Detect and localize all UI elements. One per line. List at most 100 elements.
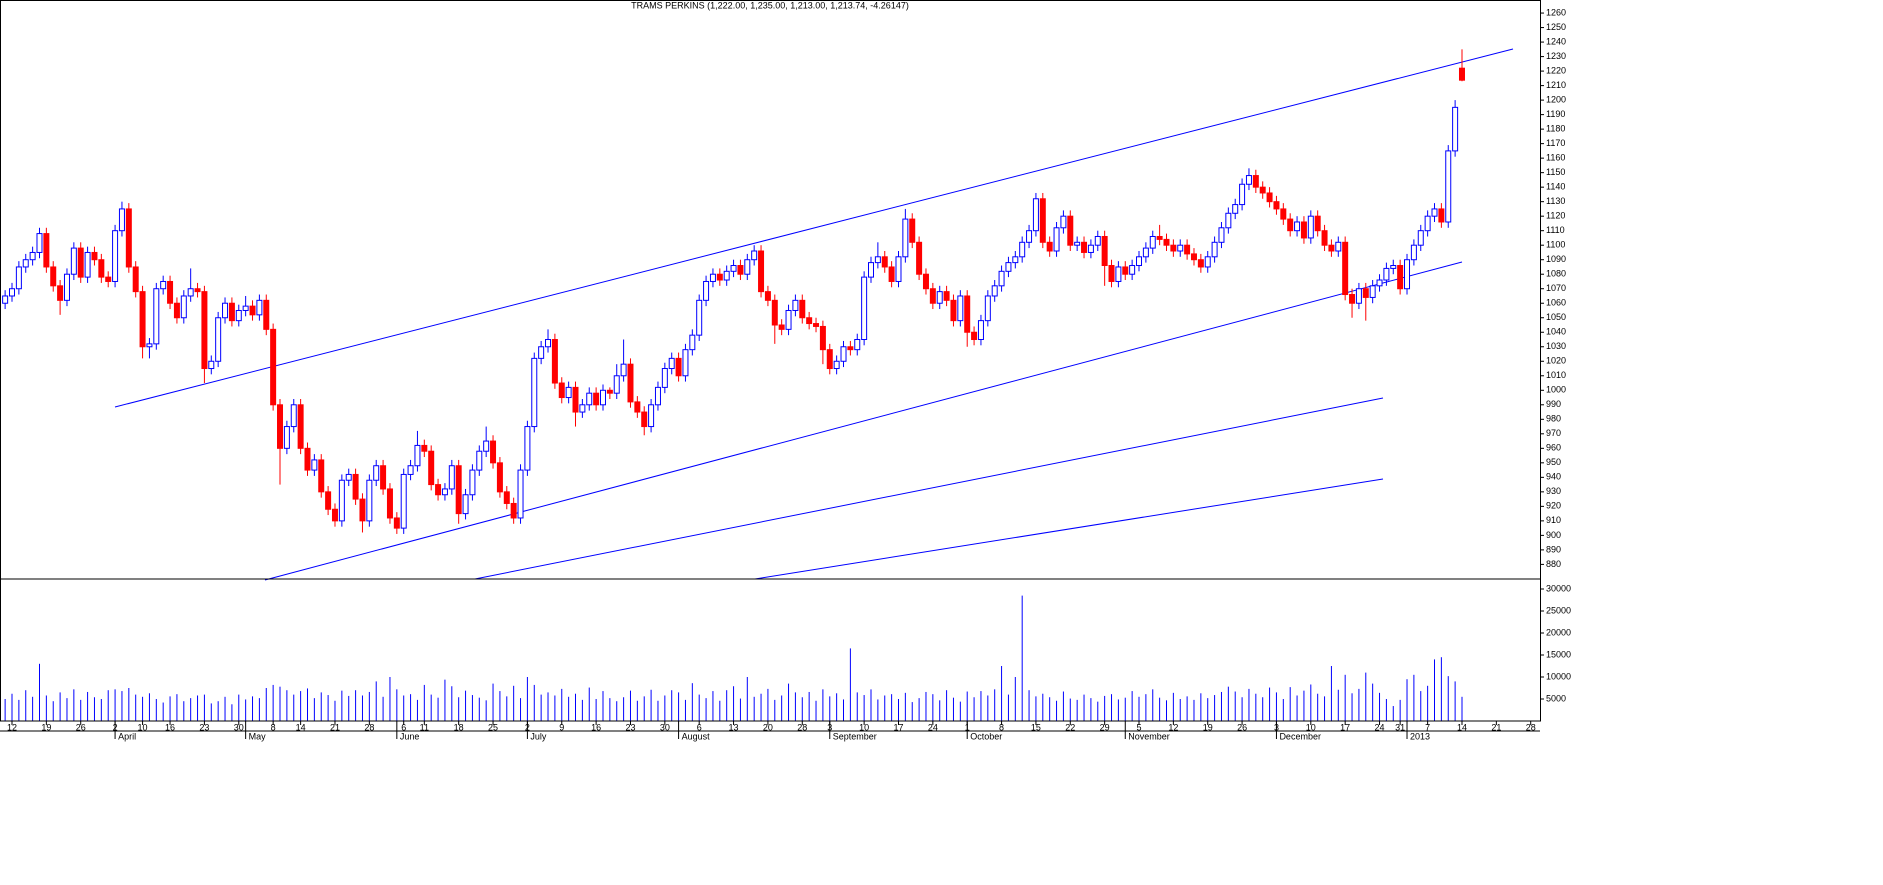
volume-tick-label: 10000 — [1546, 671, 1571, 681]
candle-body — [1328, 244, 1335, 252]
month-label: 2013 — [1410, 731, 1430, 741]
y-tick-label: 1130 — [1546, 196, 1565, 206]
candle-body — [833, 360, 840, 370]
candle-body — [943, 291, 950, 301]
candle-body — [1019, 241, 1026, 258]
y-tick-label: 1180 — [1546, 124, 1565, 134]
x-tick-label: 13 — [729, 722, 739, 732]
y-tick-label: 1170 — [1546, 138, 1565, 148]
candle-body — [84, 251, 91, 278]
candle-body — [1074, 241, 1081, 246]
candle-body — [668, 357, 675, 370]
candle-body — [909, 218, 916, 243]
candle-body — [1376, 279, 1383, 287]
candle-body — [43, 233, 50, 268]
candle-body — [785, 309, 792, 330]
candle-body — [490, 440, 497, 464]
y-tick-label: 1140 — [1546, 182, 1565, 192]
candle-body — [1355, 288, 1362, 304]
candle-body — [414, 444, 421, 467]
y-tick-label: 1020 — [1546, 356, 1566, 366]
candle-body — [173, 302, 180, 319]
y-tick-label: 890 — [1546, 544, 1561, 554]
candle-body — [1067, 215, 1074, 246]
candle-body — [819, 325, 826, 351]
y-tick-label: 1090 — [1546, 254, 1566, 264]
candle-body — [187, 288, 194, 297]
candle-body — [984, 295, 991, 322]
x-tick-label: 25 — [488, 722, 498, 732]
y-tick-label: 980 — [1546, 414, 1561, 424]
y-tick-label: 1000 — [1546, 385, 1566, 395]
month-label: November — [1128, 731, 1170, 741]
candle-body — [606, 389, 613, 394]
y-tick-label: 1030 — [1546, 341, 1566, 351]
candle-body — [1211, 241, 1218, 258]
x-tick-label: 14 — [296, 722, 306, 732]
y-tick-label: 1100 — [1546, 240, 1565, 250]
candle-body — [778, 324, 785, 330]
candle-body — [675, 357, 682, 377]
candle-body — [496, 462, 503, 493]
candle-body — [1053, 227, 1060, 252]
y-tick-label: 970 — [1546, 428, 1561, 438]
candle-body — [256, 299, 263, 316]
candle-body — [1170, 244, 1177, 252]
candle-body — [503, 491, 510, 504]
y-tick-label: 1110 — [1546, 225, 1565, 235]
candle-body — [112, 230, 119, 282]
candle-body — [895, 256, 902, 282]
candle-body — [1417, 230, 1424, 246]
volume-tick-label: 15000 — [1546, 649, 1571, 659]
candle-body — [1142, 247, 1149, 258]
candle-body — [1101, 235, 1108, 267]
y-tick-label: 880 — [1546, 559, 1561, 569]
x-tick-label: 21 — [1491, 722, 1501, 732]
candle-body — [146, 343, 153, 348]
trend-line — [754, 478, 1384, 580]
candle-body — [957, 295, 964, 322]
candle-body — [441, 488, 448, 496]
candle-body — [1026, 230, 1033, 243]
y-tick-label: 1060 — [1546, 298, 1566, 308]
candle-body — [153, 288, 160, 345]
candle-body — [654, 386, 661, 406]
x-tick-label: 18 — [454, 722, 464, 732]
y-tick-label: 1260 — [1546, 7, 1566, 17]
candle-body — [1129, 265, 1136, 275]
candle-body — [1362, 288, 1369, 298]
candle-body — [462, 494, 469, 515]
candle-body — [558, 382, 565, 399]
candle-body — [1245, 175, 1252, 185]
candle-body — [874, 256, 881, 264]
candle-body — [888, 266, 895, 282]
x-tick-label: 30 — [660, 722, 670, 732]
y-tick-label: 920 — [1546, 501, 1561, 511]
candle-body — [1087, 244, 1094, 253]
trend-line — [474, 397, 1384, 580]
x-tick-label: 22 — [1065, 722, 1075, 732]
volume-tick-label: 5000 — [1546, 693, 1566, 703]
candle-body — [132, 266, 139, 293]
x-tick-label: 29 — [1100, 722, 1110, 732]
x-tick-label: 21 — [330, 722, 340, 732]
candle-body — [854, 339, 861, 351]
x-tick-label: 14 — [1457, 722, 1467, 732]
candle-body — [118, 208, 125, 232]
candle-body — [400, 473, 407, 529]
candle-body — [689, 334, 696, 351]
candle-body — [160, 280, 167, 290]
x-tick-label: 9 — [559, 722, 564, 732]
candle-body — [1445, 150, 1452, 223]
candle-body — [1410, 244, 1417, 261]
candle-body — [868, 262, 874, 278]
candle-body — [393, 517, 400, 529]
y-tick-label: 1160 — [1546, 153, 1565, 163]
candle-body — [448, 465, 455, 490]
candle-body — [1136, 256, 1143, 267]
candle-body — [916, 241, 923, 275]
candle-body — [105, 276, 112, 282]
candle-body — [840, 346, 847, 362]
candle-body — [764, 291, 771, 301]
candle-body — [359, 498, 366, 522]
